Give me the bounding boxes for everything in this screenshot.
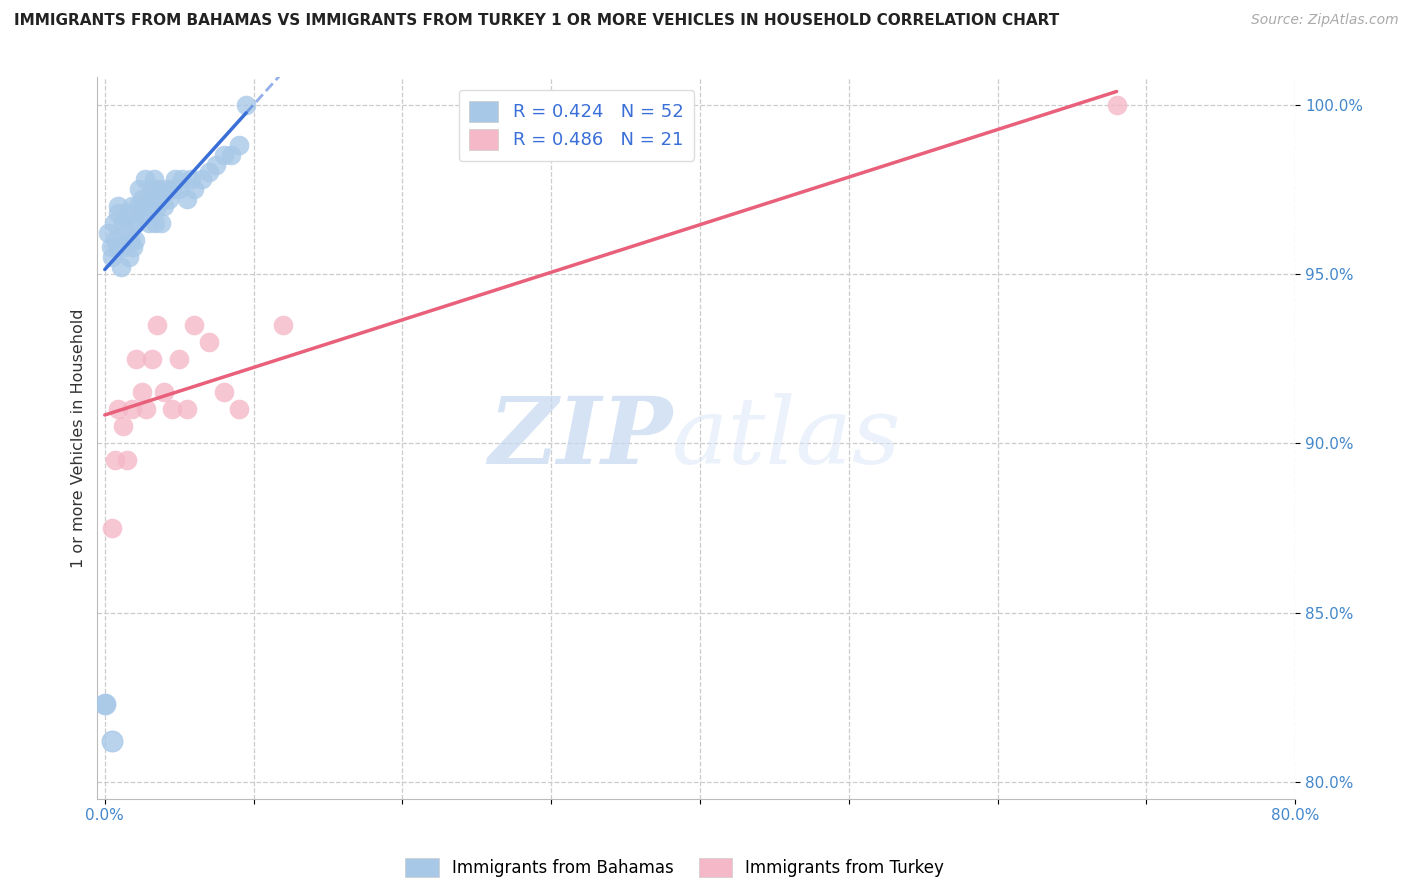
Point	[94, 697, 117, 711]
Point	[1105, 97, 1128, 112]
Point	[163, 172, 186, 186]
Text: IMMIGRANTS FROM BAHAMAS VS IMMIGRANTS FROM TURKEY 1 OR MORE VEHICLES IN HOUSEHOL: IMMIGRANTS FROM BAHAMAS VS IMMIGRANTS FR…	[14, 13, 1059, 29]
Point	[180, 172, 202, 186]
Point	[167, 182, 190, 196]
Point	[124, 233, 146, 247]
Point	[117, 250, 139, 264]
Point	[120, 233, 142, 247]
Point	[142, 172, 165, 186]
Legend: Immigrants from Bahamas, Immigrants from Turkey: Immigrants from Bahamas, Immigrants from…	[399, 851, 950, 884]
Point	[176, 402, 198, 417]
Point	[121, 402, 143, 417]
Point	[122, 240, 145, 254]
Point	[107, 199, 129, 213]
Point	[145, 216, 167, 230]
Point	[205, 159, 228, 173]
Point	[101, 250, 124, 264]
Point	[183, 318, 205, 332]
Point	[131, 206, 153, 220]
Point	[150, 216, 173, 230]
Point	[148, 182, 170, 196]
Point	[172, 172, 194, 186]
Point	[135, 402, 157, 417]
Point	[107, 206, 129, 220]
Point	[125, 216, 148, 230]
Point	[190, 172, 212, 186]
Point	[183, 182, 205, 196]
Point	[141, 351, 163, 366]
Point	[121, 216, 143, 230]
Text: Source: ZipAtlas.com: Source: ZipAtlas.com	[1251, 13, 1399, 28]
Point	[128, 182, 150, 196]
Point	[219, 148, 242, 162]
Point	[135, 199, 157, 213]
Point	[212, 385, 235, 400]
Point	[134, 172, 156, 186]
Point	[139, 192, 162, 206]
Point	[125, 351, 148, 366]
Point	[160, 182, 183, 196]
Point	[198, 165, 221, 179]
Point	[115, 206, 138, 220]
Point	[101, 734, 124, 748]
Point	[105, 240, 128, 254]
Point	[110, 260, 132, 274]
Point	[153, 385, 176, 400]
Point	[157, 192, 180, 206]
Point	[115, 453, 138, 467]
Point	[100, 240, 122, 254]
Point	[167, 351, 190, 366]
Point	[212, 148, 235, 162]
Legend: R = 0.424   N = 52, R = 0.486   N = 21: R = 0.424 N = 52, R = 0.486 N = 21	[458, 90, 695, 161]
Point	[235, 97, 257, 112]
Point	[273, 318, 295, 332]
Point	[160, 402, 183, 417]
Point	[146, 199, 169, 213]
Point	[94, 697, 117, 711]
Point	[155, 182, 177, 196]
Point	[97, 226, 120, 240]
Point	[198, 334, 221, 349]
Point	[104, 233, 127, 247]
Text: atlas: atlas	[672, 393, 901, 483]
Point	[111, 216, 134, 230]
Point	[107, 402, 129, 417]
Point	[121, 199, 143, 213]
Point	[131, 385, 153, 400]
Point	[101, 521, 124, 535]
Y-axis label: 1 or more Vehicles in Household: 1 or more Vehicles in Household	[72, 309, 86, 568]
Point	[153, 199, 176, 213]
Point	[127, 199, 149, 213]
Point	[146, 318, 169, 332]
Point	[138, 216, 160, 230]
Point	[141, 182, 163, 196]
Text: ZIP: ZIP	[488, 393, 672, 483]
Point	[228, 138, 250, 153]
Point	[111, 419, 134, 434]
Point	[176, 192, 198, 206]
Point	[114, 226, 136, 240]
Point	[104, 453, 127, 467]
Point	[103, 216, 125, 230]
Point	[131, 192, 153, 206]
Point	[112, 240, 135, 254]
Point	[228, 402, 250, 417]
